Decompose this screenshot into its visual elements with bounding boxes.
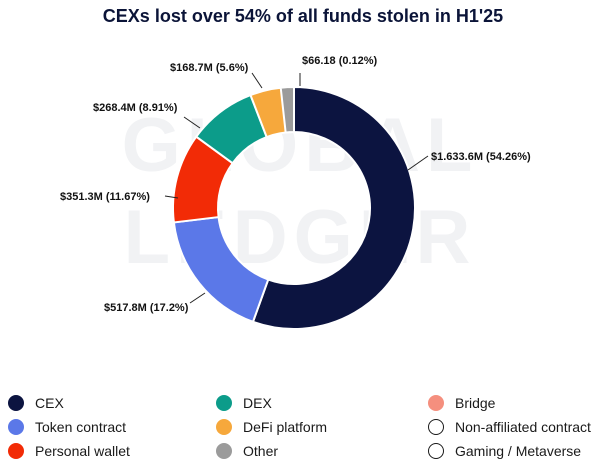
legend-marker	[216, 419, 232, 435]
legend-label: Gaming / Metaverse	[455, 443, 582, 459]
slice-cex	[251, 85, 416, 330]
donut-chart: $1.633.6M (54.26%) $517.8M (17.2%) $351.3M…	[60, 55, 531, 330]
legend-item: Token contract	[8, 416, 126, 438]
legend-label: DEX	[243, 395, 272, 411]
legend-item: Other	[216, 440, 278, 462]
data-label: $1.633.6M (54.26%)	[431, 151, 531, 163]
legend-label: Bridge	[455, 395, 496, 411]
legend-item: DeFi platform	[216, 416, 327, 438]
legend-marker	[8, 443, 24, 459]
data-label: $66.18 (0.12%)	[302, 55, 378, 67]
legend-label: CEX	[35, 395, 64, 411]
data-label: $268.4M (8.91%)	[93, 102, 178, 114]
legend-marker	[216, 443, 232, 459]
legend-marker	[8, 419, 24, 435]
legend-marker	[428, 419, 444, 435]
legend-item: Bridge	[428, 392, 495, 414]
leader-line	[407, 155, 429, 171]
slice-other	[279, 85, 295, 134]
legend-label: Personal wallet	[35, 443, 130, 459]
chart-title: CEXs lost over 54% of all funds stolen i…	[102, 6, 504, 26]
legend-marker	[428, 443, 444, 459]
legend-label: Token contract	[35, 419, 127, 435]
legend-item: CEX	[8, 392, 64, 414]
legend-item: Non-affiliated contract	[428, 416, 591, 438]
legend-marker	[428, 395, 444, 411]
legend-marker	[216, 395, 232, 411]
data-label: $517.8M (17.2%)	[104, 302, 189, 314]
legend: CEX Token contract Personal wallet DEX DeFi …	[0, 386, 606, 472]
legend-item: DEX	[216, 392, 272, 414]
legend-label: Other	[243, 443, 279, 459]
leader-line	[164, 195, 179, 199]
legend-label: Non-affiliated contract	[455, 419, 591, 435]
leader-line	[189, 292, 206, 304]
legend-item: Personal wallet	[8, 440, 130, 462]
data-label: $351.3M (11.67%)	[60, 191, 150, 203]
legend-item: Gaming / Metaverse	[428, 440, 581, 462]
leader-line	[183, 116, 201, 129]
legend-label: DeFi platform	[243, 419, 328, 435]
data-label: $168.7M (5.6%)	[170, 62, 249, 74]
leader-line	[251, 72, 263, 89]
legend-marker	[8, 395, 24, 411]
